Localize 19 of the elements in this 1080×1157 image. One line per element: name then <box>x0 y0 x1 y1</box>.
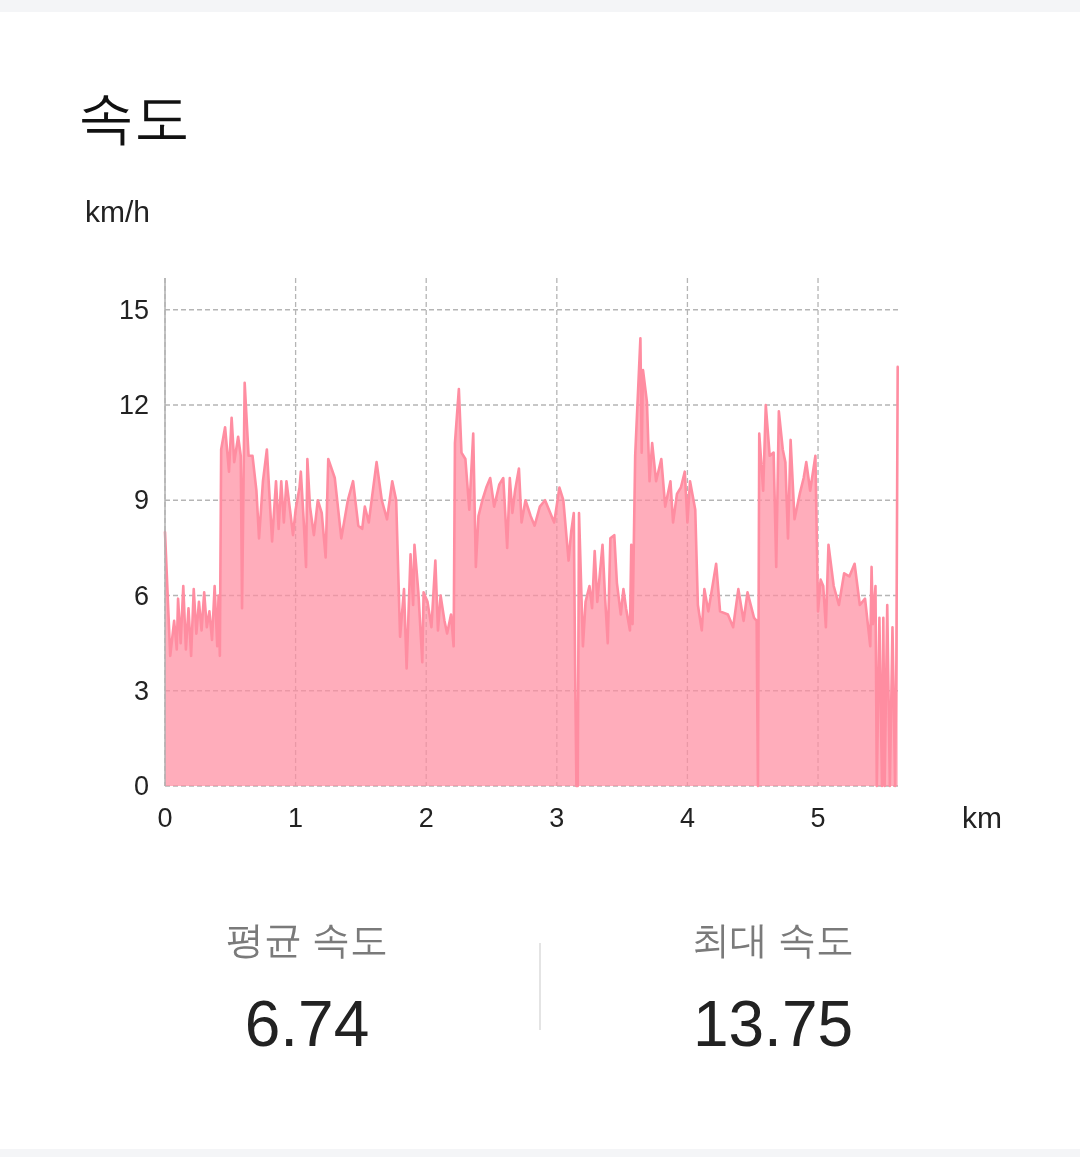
x-tick-label: 5 <box>810 803 826 833</box>
y-tick-label: 6 <box>133 580 149 611</box>
x-tick-label: 0 <box>157 803 173 833</box>
x-axis-title: km <box>962 801 1002 834</box>
y-tick-label: 3 <box>133 675 149 706</box>
x-tick-label: 2 <box>418 803 434 833</box>
y-tick-label: 12 <box>118 390 149 420</box>
y-tick-label: 9 <box>133 485 149 516</box>
text: 평균 속도 <box>225 919 389 961</box>
x-tick-label: 1 <box>288 803 304 833</box>
x-tick-label: 3 <box>549 803 565 833</box>
chart-title: 속도 <box>78 86 190 149</box>
y-tick-label: 0 <box>133 771 149 801</box>
text: 13.75 <box>692 988 854 1060</box>
x-tick-label: 4 <box>679 803 695 833</box>
text: 최대 속도 <box>691 919 855 961</box>
y-axis-title: km/h <box>85 195 151 228</box>
y-tick-label: 15 <box>118 294 149 325</box>
text: 6.74 <box>244 988 370 1060</box>
